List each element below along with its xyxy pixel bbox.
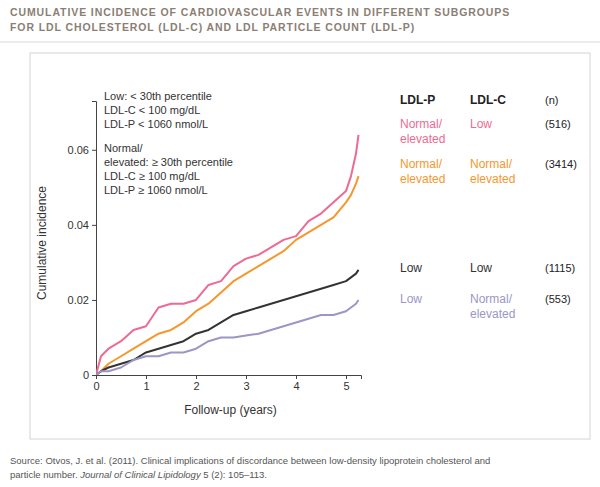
title: FOR LDL CHOLESTEROL (LDL-C) AND LDL PART… [10,21,415,33]
legend-header: LDL-P [400,93,435,107]
y-tick-mark [92,300,96,301]
plot-area [96,135,359,375]
legend-label: (3414) [545,158,577,170]
legend-label: Low [470,117,492,131]
chart-frame [30,53,590,439]
series-line [96,270,359,375]
x-tick: 5 [343,375,349,392]
y-tick-label: 0.04 [68,219,89,231]
x-axis-title: Follow-up (years) [184,403,277,417]
y-axis-title: Cumulative incidence [35,186,49,300]
legend-label: Normal/elevated [400,117,445,146]
y-tick: 0 [83,369,96,381]
legend-label: (1115) [545,262,575,274]
legend-label: Normal/elevated [470,292,515,321]
y-tick: 0.06 [68,144,96,156]
legend-label: Low [400,292,422,306]
series-line [96,176,359,375]
x-tick-label: 4 [293,380,299,392]
y-tick: 0.04 [68,219,96,231]
x-tick-mark [146,375,147,379]
x-tick-label: 3 [243,380,249,392]
source: Source: Otvos, J. et al. (2011). Clinica… [10,455,490,466]
legend-label: Low [400,261,422,275]
source-part: particle number. [10,469,80,480]
series-line [96,300,359,375]
x-tick: 2 [193,375,199,392]
legend-label: Low [470,261,492,275]
y-tick-mark [92,150,96,151]
x-tick-mark [346,375,347,379]
title: CUMULATIVE INCIDENCE OF CARDIOVASCULAR E… [10,6,510,18]
y-tick: 0.02 [68,294,96,306]
source-part: 5 (2): 105–113. [201,469,267,480]
annotation: LDL-P < 1060 nmol/L [104,118,208,130]
x-tick-mark [196,375,197,379]
x-tick: 4 [293,375,299,392]
annotation: Normal/ [104,142,143,154]
source-part: Source: Otvos, J. et al. (2011). Clinica… [10,455,490,466]
legend-header: (n) [545,94,558,106]
title-rule [0,42,600,43]
annotation: Low: < 30th percentile [104,90,212,102]
legend-label: (516) [545,118,571,130]
y-axis: 0 0.02 0.04 0.06 [68,102,97,382]
annotation: LDL-P ≥ 1060 nmol/L [104,184,208,196]
chart: CUMULATIVE INCIDENCE OF CARDIOVASCULAR E… [0,0,600,487]
y-tick-label: 0 [83,369,89,381]
y-tick-label: 0.06 [68,144,89,156]
x-tick-label: 0 [93,380,99,392]
annotation: elevated: ≥ 30th percentile [104,156,233,168]
x-tick-mark [246,375,247,379]
legend-label: Normal/elevated [400,157,445,186]
source: particle number. Journal of Clinical Lip… [10,469,267,480]
x-tick: 3 [243,375,249,392]
x-tick: 0 [93,375,99,392]
x-tick-mark [296,375,297,379]
series-line [96,135,359,375]
x-axis-line [97,376,362,380]
x-tick-label: 1 [143,380,149,392]
legend-label: (553) [545,293,571,305]
y-tick-label: 0.02 [68,294,89,306]
y-axis-line [92,102,97,376]
x-tick-label: 2 [193,380,199,392]
legend-label: Normal/elevated [470,157,515,186]
annotation: LDL-C < 100 mg/dL [104,104,200,116]
x-tick: 1 [143,375,149,392]
x-tick-label: 5 [343,380,349,392]
legend-header: LDL-C [470,93,506,107]
y-tick-mark [92,225,96,226]
source-part: Journal of Clinical Lipidology [79,469,202,480]
x-axis: 0 1 2 3 4 5 [93,375,361,392]
y-tick-mark [92,375,96,376]
annotation: LDL-C ≥ 100 mg/dL [104,170,200,182]
